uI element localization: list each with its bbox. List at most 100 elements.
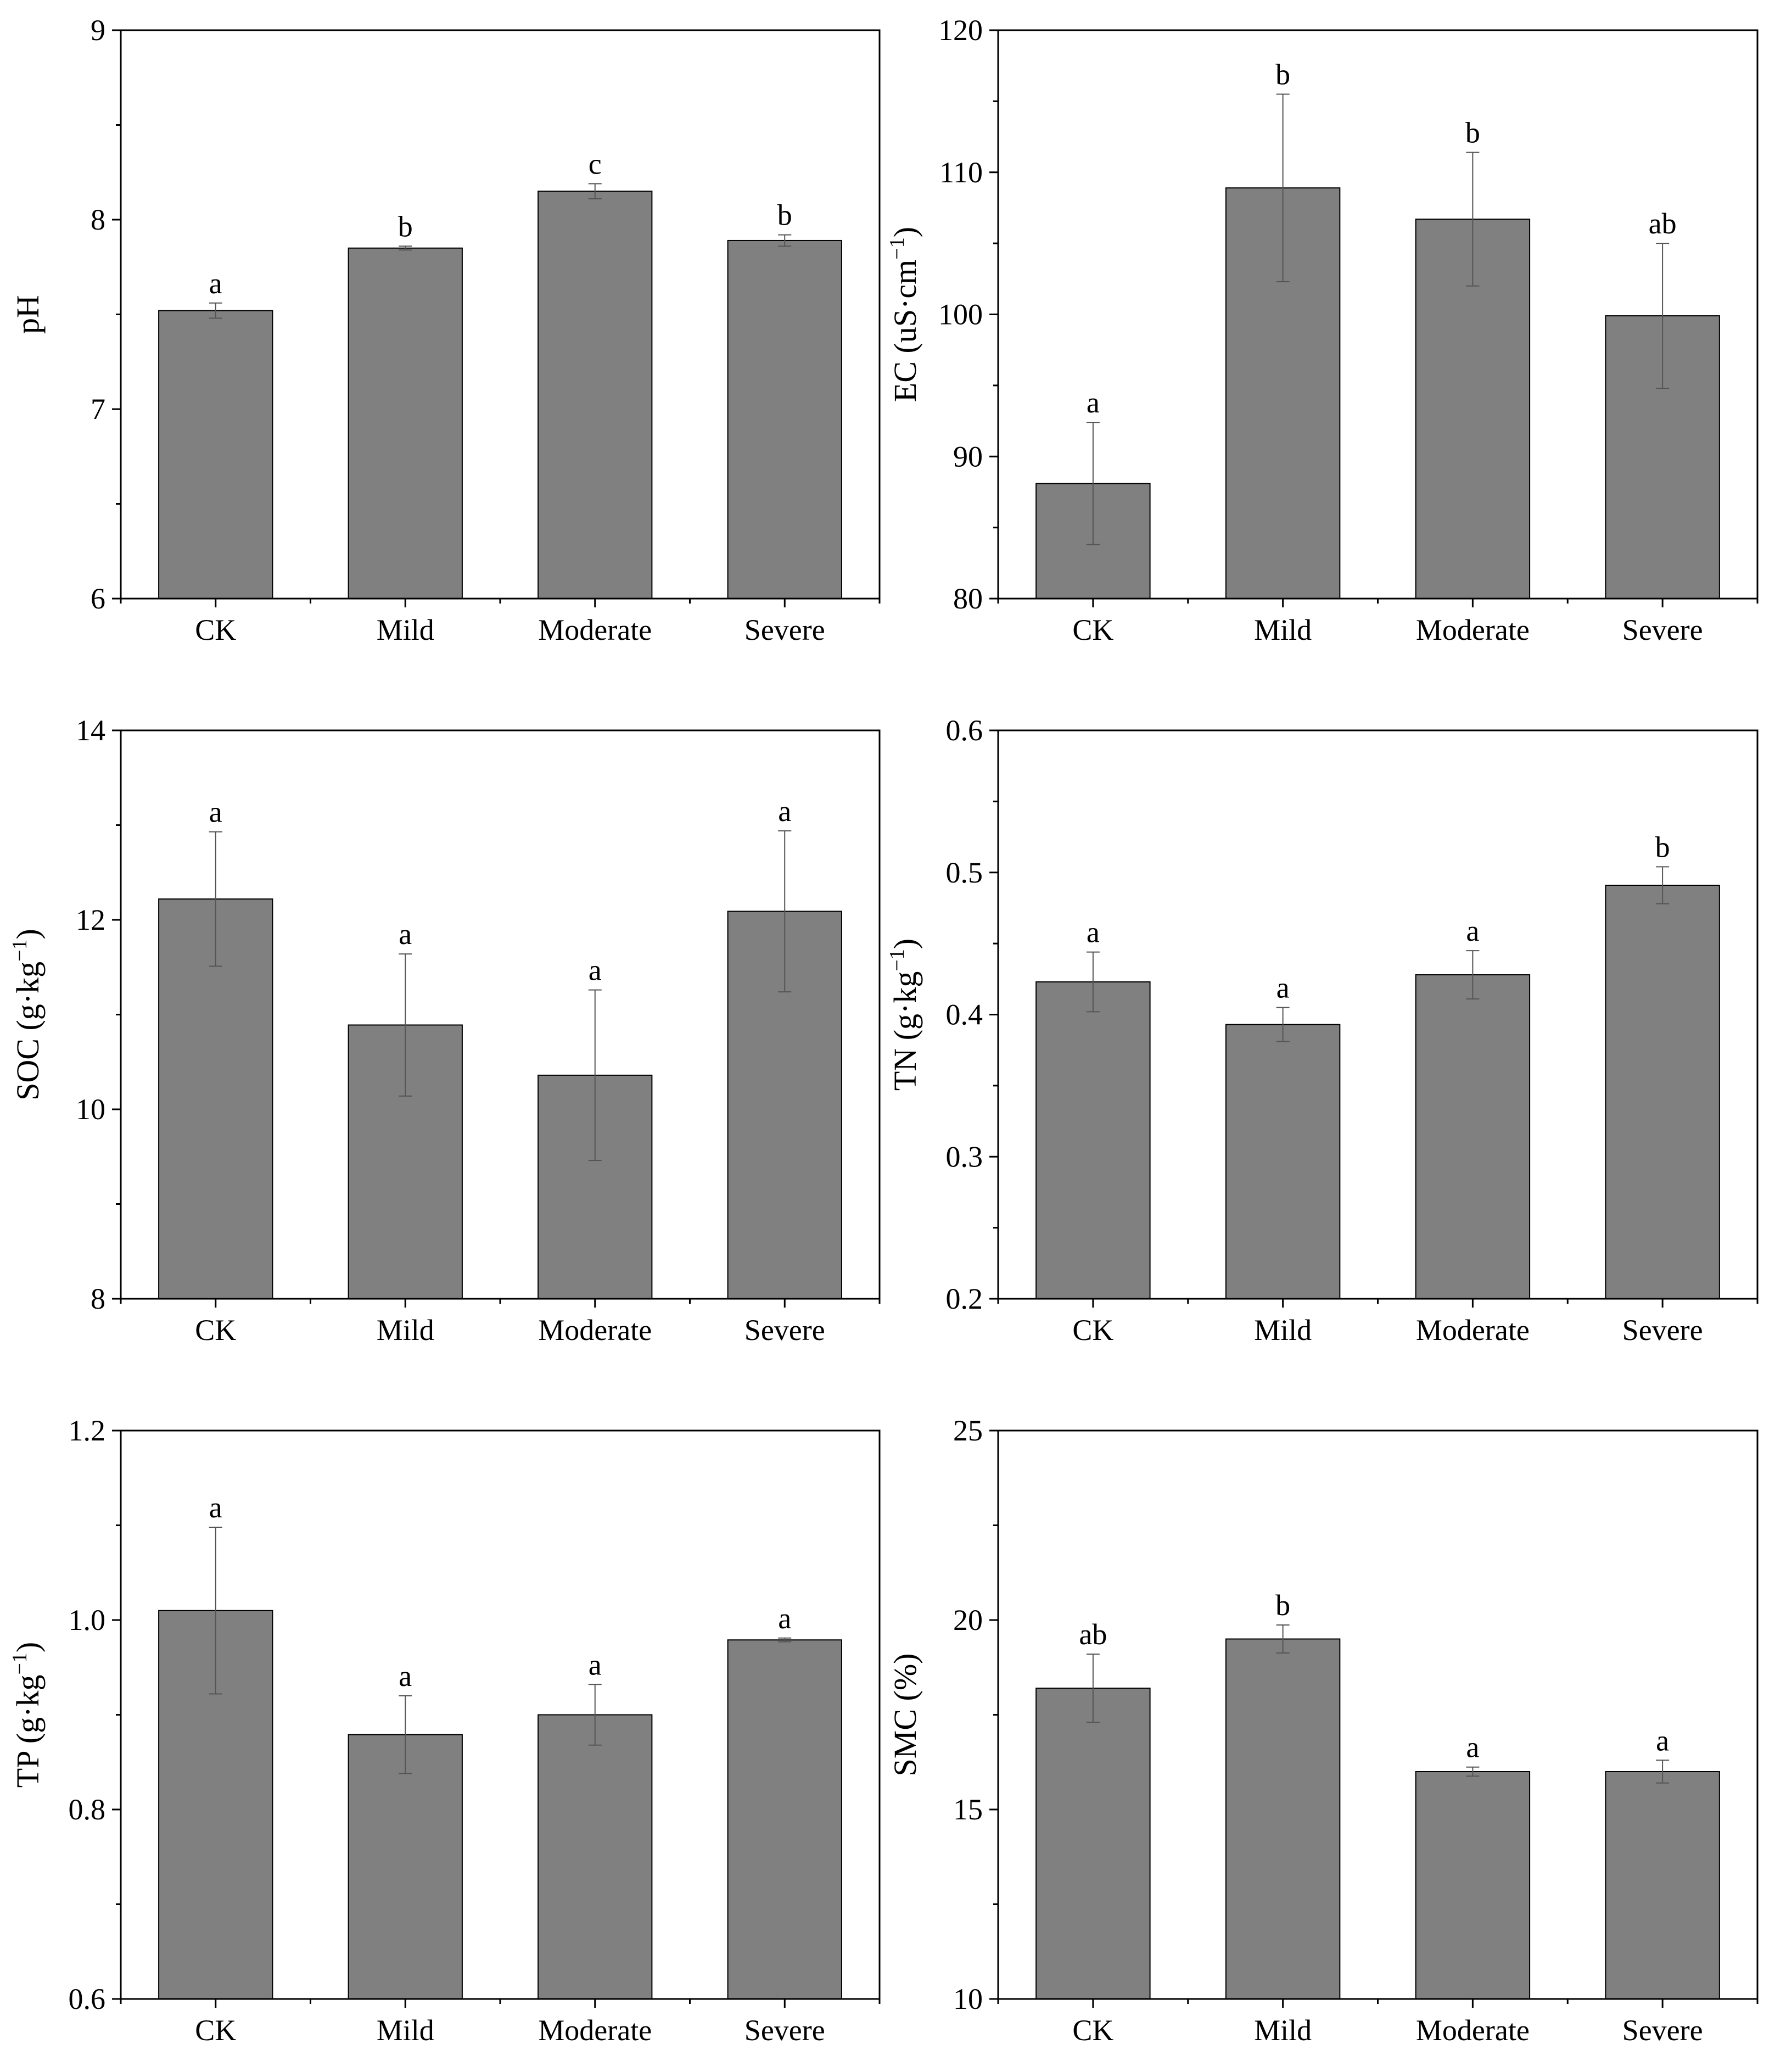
error-bar xyxy=(1276,1624,1290,1654)
bar xyxy=(1225,1638,1341,2000)
category-label: Severe xyxy=(744,613,825,646)
error-bar xyxy=(1656,243,1670,389)
significance-letter: a xyxy=(1656,1724,1669,1757)
error-bar xyxy=(399,1695,412,1774)
y-tick-label: 90 xyxy=(953,440,983,473)
y-tick-label: 8 xyxy=(91,1282,105,1315)
error-bar xyxy=(1466,950,1480,1000)
y-tick-label: 1.2 xyxy=(69,1414,106,1447)
error-bar xyxy=(778,1637,792,1643)
error-bar xyxy=(1086,951,1100,1013)
error-bar xyxy=(778,830,792,993)
y-tick-label: 80 xyxy=(953,582,983,615)
chart-panel: a CK b Mild b Moderate ab Severe 80 90 100 110 120 EC… xyxy=(886,14,1759,646)
category-label: CK xyxy=(1072,1314,1113,1347)
category-label: Moderate xyxy=(538,2014,652,2047)
error-bar xyxy=(209,1526,222,1695)
significance-letter: a xyxy=(589,954,602,987)
chart-panel: a CK b Mild c Moderate b Severe 6 7 8 9 pH xyxy=(10,14,881,646)
category-label: Mild xyxy=(1254,1314,1312,1347)
significance-letter: a xyxy=(1466,914,1479,947)
error-bar xyxy=(209,302,222,319)
significance-letter: a xyxy=(1276,971,1290,1004)
y-axis-label: TN (g·kg−1) xyxy=(886,939,923,1091)
significance-letter: a xyxy=(209,1491,222,1524)
significance-letter: a xyxy=(209,267,222,300)
error-bar xyxy=(1466,1766,1480,1777)
y-tick-label: 0.6 xyxy=(946,714,983,747)
significance-letter: c xyxy=(589,147,602,180)
error-bar xyxy=(588,183,602,200)
y-tick-label: 10 xyxy=(953,1982,983,2015)
error-bar xyxy=(1276,1007,1290,1042)
bar xyxy=(1415,974,1531,1300)
bar xyxy=(348,1734,463,2000)
y-tick-label: 0.3 xyxy=(946,1140,983,1173)
y-tick-label: 0.8 xyxy=(69,1793,106,1826)
significance-letter: a xyxy=(589,1648,602,1681)
y-tick-label: 110 xyxy=(939,156,983,189)
bar xyxy=(1225,1024,1341,1300)
significance-letter: a xyxy=(1466,1731,1479,1764)
chart-panel: a CK a Mild a Moderate a Severe 0.6 0.8 1.0 1.2 TP (… xyxy=(8,1414,881,2047)
significance-letter: b xyxy=(1465,116,1480,149)
y-tick-label: 7 xyxy=(91,393,105,426)
category-label: Moderate xyxy=(1416,1314,1530,1347)
y-axis-label: SOC (g·kg−1) xyxy=(8,929,46,1101)
error-bar xyxy=(399,953,412,1097)
significance-letter: ab xyxy=(1649,207,1677,240)
bar xyxy=(727,239,842,599)
significance-letter: a xyxy=(778,1602,791,1635)
y-tick-label: 14 xyxy=(76,714,105,747)
y-axis-label: EC (uS·cm−1) xyxy=(886,227,923,402)
y-tick-label: 100 xyxy=(938,298,983,331)
error-bar xyxy=(1086,422,1100,545)
significance-letter: ab xyxy=(1079,1618,1107,1651)
chart-panel: a CK a Mild a Moderate a Severe 8 10 12 14 SOC (g·kg… xyxy=(8,714,881,1347)
error-bar xyxy=(1276,93,1290,282)
y-tick-label: 8 xyxy=(91,203,105,236)
significance-letter: b xyxy=(1655,830,1670,863)
bar xyxy=(1605,1771,1720,2000)
significance-letter: a xyxy=(1087,386,1100,419)
category-label: Severe xyxy=(1622,1314,1703,1347)
chart-panel: a CK a Mild a Moderate b Severe 0.2 0.3 0.4 0.5 0.6 T… xyxy=(886,714,1759,1347)
category-label: Mild xyxy=(377,613,434,646)
chart-panel: ab CK b Mild a Moderate a Severe 10 15 20 25 SMC (%) xyxy=(887,1414,1759,2047)
bar xyxy=(1415,1771,1531,2000)
y-tick-label: 0.6 xyxy=(69,1982,106,2015)
y-tick-label: 0.2 xyxy=(946,1282,983,1315)
y-tick-label: 1.0 xyxy=(69,1604,106,1637)
bar xyxy=(158,310,273,599)
error-bar xyxy=(778,234,792,247)
error-bar xyxy=(588,989,602,1161)
category-label: CK xyxy=(1072,613,1113,646)
error-bar xyxy=(1656,1760,1670,1784)
category-label: Moderate xyxy=(538,613,652,646)
category-label: Moderate xyxy=(538,1314,652,1347)
error-bar xyxy=(209,831,222,967)
bar xyxy=(727,1639,842,2000)
significance-letter: b xyxy=(1275,1589,1290,1622)
significance-letter: a xyxy=(1087,916,1100,949)
bar xyxy=(538,1714,653,2000)
significance-letter: a xyxy=(399,918,412,951)
category-label: CK xyxy=(1072,2014,1113,2047)
category-label: CK xyxy=(195,613,236,646)
y-tick-label: 10 xyxy=(76,1093,105,1126)
category-label: Mild xyxy=(377,2014,434,2047)
y-tick-label: 25 xyxy=(953,1414,983,1447)
significance-letter: b xyxy=(398,210,413,243)
bar xyxy=(1605,885,1720,1299)
significance-letter: a xyxy=(209,796,222,829)
y-tick-label: 12 xyxy=(76,903,105,936)
category-label: Severe xyxy=(744,2014,825,2047)
error-bar xyxy=(588,1684,602,1746)
category-label: Mild xyxy=(377,1314,434,1347)
y-tick-label: 120 xyxy=(938,14,983,47)
category-label: CK xyxy=(195,1314,236,1347)
category-label: Mild xyxy=(1254,613,1312,646)
category-label: Mild xyxy=(1254,2014,1312,2047)
error-bar xyxy=(399,245,412,251)
